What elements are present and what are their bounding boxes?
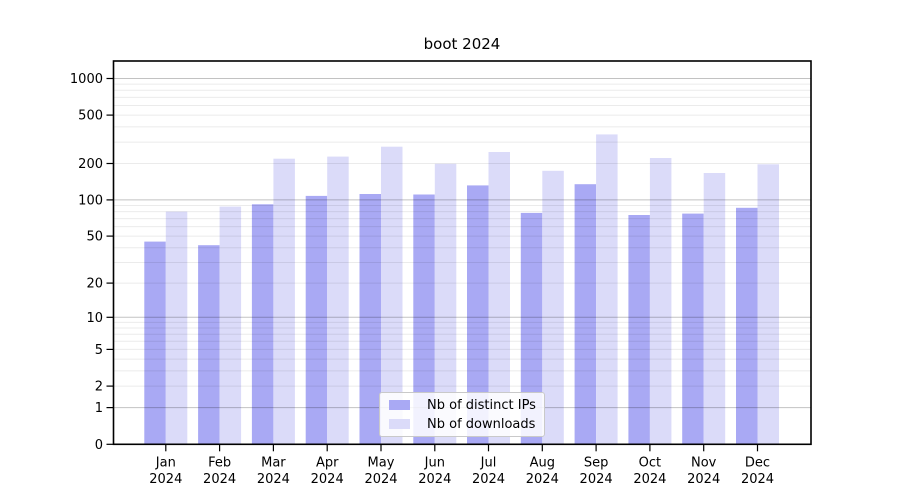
x-tick-label-year: 2024 xyxy=(633,472,666,487)
bar-nb-of-distinct-ips-feb xyxy=(198,245,220,445)
bar-nb-of-distinct-ips-jan xyxy=(144,241,166,445)
y-tick-label: 500 xyxy=(78,109,103,124)
x-tick-label-month: Jul xyxy=(480,455,497,470)
bar-nb-of-distinct-ips-aug xyxy=(520,212,543,445)
bar-nb-of-distinct-ips-oct xyxy=(628,215,650,445)
x-tick-label-month: Mar xyxy=(261,455,286,470)
chart-title: boot 2024 xyxy=(423,35,501,53)
x-tick-label-year: 2024 xyxy=(311,472,344,487)
gridlines xyxy=(113,78,811,409)
y-tick-label: 100 xyxy=(78,193,103,208)
y-tick-label: 20 xyxy=(86,277,103,292)
x-tick-label-month: Feb xyxy=(208,455,231,470)
y-tick-label: 200 xyxy=(78,157,103,172)
bars xyxy=(144,134,779,445)
legend-swatch-distinct-ips xyxy=(389,400,410,410)
bar-nb-of-downloads-dec xyxy=(757,164,779,445)
x-tick-label-year: 2024 xyxy=(741,472,774,487)
x-tick-label-year: 2024 xyxy=(418,472,451,487)
bar-nb-of-downloads-jun xyxy=(434,163,457,445)
x-tick-label-month: May xyxy=(368,455,395,470)
x-tick-label-month: Jan xyxy=(155,455,176,470)
bar-nb-of-downloads-jul xyxy=(488,152,510,445)
x-tick-label-month: Sep xyxy=(584,455,609,470)
bar-nb-of-distinct-ips-jul xyxy=(467,185,489,445)
x-tick-label-year: 2024 xyxy=(687,472,720,487)
bar-nb-of-downloads-aug xyxy=(542,170,564,445)
x-tick-label-month: Aug xyxy=(530,455,555,470)
y-tick-label: 10 xyxy=(86,311,103,326)
bar-nb-of-downloads-mar xyxy=(273,158,295,445)
y-tick-label: 5 xyxy=(95,343,103,358)
legend-item-distinct-ips: Nb of distinct IPs xyxy=(389,397,536,413)
x-tick-label-year: 2024 xyxy=(580,472,613,487)
bar-nb-of-downloads-oct xyxy=(649,158,672,445)
y-tick-label: 1 xyxy=(95,401,103,416)
x-tick-label-year: 2024 xyxy=(149,472,182,487)
x-tick-label-year: 2024 xyxy=(526,472,559,487)
bar-nb-of-downloads-may xyxy=(381,146,403,445)
bar-nb-of-downloads-nov xyxy=(703,173,726,445)
bar-nb-of-downloads-sep xyxy=(596,134,618,445)
y-tick-label: 2 xyxy=(95,380,103,395)
x-tick-label-month: Apr xyxy=(316,455,339,470)
bar-nb-of-downloads-apr xyxy=(327,156,349,445)
x-tick-label-month: Nov xyxy=(691,455,717,470)
x-tick-label-month: Dec xyxy=(745,455,770,470)
bar-nb-of-distinct-ips-dec xyxy=(736,207,758,445)
bar-nb-of-distinct-ips-sep xyxy=(574,184,597,445)
bar-nb-of-distinct-ips-mar xyxy=(251,204,274,445)
plot-frame xyxy=(112,60,812,446)
x-tick-label-month: Oct xyxy=(639,455,661,470)
x-tick-label-month: Jun xyxy=(424,455,445,470)
legend: Nb of distinct IPs Nb of downloads xyxy=(379,392,545,437)
x-axis: Jan 2024 Feb 2024 Mar 2024 Apr 2024 May 2024 Jun 20… xyxy=(149,444,774,487)
legend-label-distinct-ips: Nb of distinct IPs xyxy=(427,397,536,413)
y-tick-label: 1000 xyxy=(70,72,103,87)
x-tick-label-year: 2024 xyxy=(257,472,290,487)
bar-nb-of-downloads-feb xyxy=(219,206,242,445)
bar-nb-of-downloads-jan xyxy=(165,211,188,445)
bar-nb-of-distinct-ips-may xyxy=(359,194,381,445)
bar-nb-of-distinct-ips-jun xyxy=(413,194,435,445)
legend-label-downloads: Nb of downloads xyxy=(427,416,536,432)
bar-nb-of-distinct-ips-apr xyxy=(305,195,328,445)
bar-nb-of-distinct-ips-nov xyxy=(682,213,704,445)
legend-item-downloads: Nb of downloads xyxy=(389,417,535,432)
y-tick-label: 0 xyxy=(95,438,103,453)
x-tick-label-year: 2024 xyxy=(472,472,505,487)
y-tick-label: 50 xyxy=(86,230,103,245)
legend-swatch-downloads xyxy=(389,419,410,429)
x-tick-label-year: 2024 xyxy=(203,472,236,487)
x-tick-label-year: 2024 xyxy=(364,472,397,487)
